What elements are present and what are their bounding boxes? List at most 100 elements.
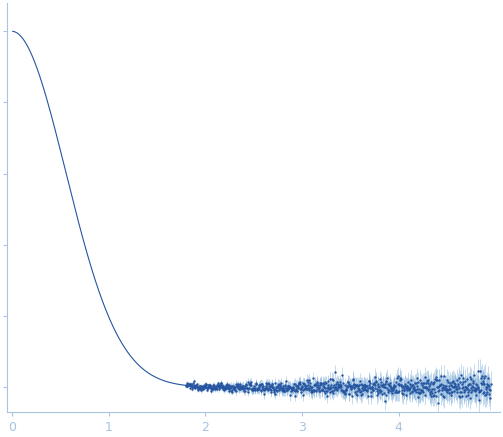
Point xyxy=(397,375,405,382)
Point xyxy=(242,385,250,392)
Point xyxy=(484,386,492,393)
Point xyxy=(299,387,307,394)
Point xyxy=(422,379,430,386)
Point xyxy=(281,382,289,388)
Point xyxy=(402,387,410,394)
Point xyxy=(481,384,489,391)
Point xyxy=(319,382,327,389)
Point xyxy=(300,381,308,388)
Point xyxy=(261,386,269,393)
Point xyxy=(376,387,384,394)
Point xyxy=(388,385,396,392)
Point xyxy=(257,388,265,395)
Point xyxy=(327,382,335,388)
Point xyxy=(339,388,347,395)
Point xyxy=(381,398,389,405)
Point xyxy=(486,380,494,387)
Point xyxy=(185,381,193,388)
Point xyxy=(357,381,365,388)
Point xyxy=(322,385,330,392)
Point xyxy=(388,389,396,396)
Point xyxy=(417,380,425,387)
Point xyxy=(271,385,279,392)
Point xyxy=(477,375,485,382)
Point xyxy=(398,390,406,397)
Point xyxy=(425,379,433,386)
Point xyxy=(359,387,367,394)
Point xyxy=(250,385,258,392)
Point xyxy=(270,387,278,394)
Point xyxy=(443,385,451,392)
Point xyxy=(207,385,215,392)
Point xyxy=(453,385,461,392)
Point xyxy=(458,384,466,391)
Point xyxy=(267,382,275,389)
Point xyxy=(188,385,196,392)
Point xyxy=(396,376,404,383)
Point xyxy=(313,383,321,390)
Point xyxy=(484,375,492,382)
Point xyxy=(389,386,397,393)
Point xyxy=(454,383,462,390)
Point xyxy=(267,389,275,396)
Point xyxy=(288,385,296,392)
Point xyxy=(302,382,310,389)
Point xyxy=(213,382,221,389)
Point xyxy=(373,392,381,399)
Point xyxy=(426,389,434,396)
Point xyxy=(461,377,469,384)
Point xyxy=(201,383,209,390)
Point xyxy=(272,391,280,398)
Point xyxy=(365,382,373,388)
Point xyxy=(190,383,198,390)
Point xyxy=(328,375,337,382)
Point xyxy=(290,387,298,394)
Point xyxy=(444,386,452,393)
Point xyxy=(384,388,392,395)
Point xyxy=(365,377,373,384)
Point xyxy=(214,382,222,388)
Point xyxy=(246,382,255,389)
Point xyxy=(385,381,393,388)
Point xyxy=(318,386,326,393)
Point xyxy=(291,380,299,387)
Point xyxy=(393,388,401,395)
Point xyxy=(320,388,328,395)
Point xyxy=(323,393,331,400)
Point xyxy=(288,385,296,392)
Point xyxy=(307,386,315,393)
Point xyxy=(236,382,244,389)
Point xyxy=(453,377,461,384)
Point xyxy=(418,388,426,395)
Point xyxy=(379,381,387,388)
Point xyxy=(223,380,231,387)
Point xyxy=(263,385,271,392)
Point xyxy=(427,388,435,395)
Point xyxy=(285,382,293,389)
Point xyxy=(277,385,285,392)
Point xyxy=(290,381,298,388)
Point xyxy=(422,384,430,391)
Point xyxy=(195,386,203,393)
Point xyxy=(355,385,363,392)
Point xyxy=(361,382,369,388)
Point xyxy=(485,390,493,397)
Point xyxy=(207,383,215,390)
Point xyxy=(428,389,436,396)
Point xyxy=(205,383,213,390)
Point xyxy=(356,388,364,395)
Point xyxy=(284,385,292,392)
Point xyxy=(331,381,340,388)
Point xyxy=(306,388,314,395)
Point xyxy=(189,380,197,387)
Point xyxy=(377,378,385,385)
Point xyxy=(325,385,333,392)
Point xyxy=(198,385,206,392)
Point xyxy=(287,388,295,395)
Point xyxy=(480,381,488,388)
Point xyxy=(397,381,405,388)
Point xyxy=(351,388,359,395)
Point xyxy=(327,387,336,394)
Point xyxy=(186,381,194,388)
Point xyxy=(256,383,264,390)
